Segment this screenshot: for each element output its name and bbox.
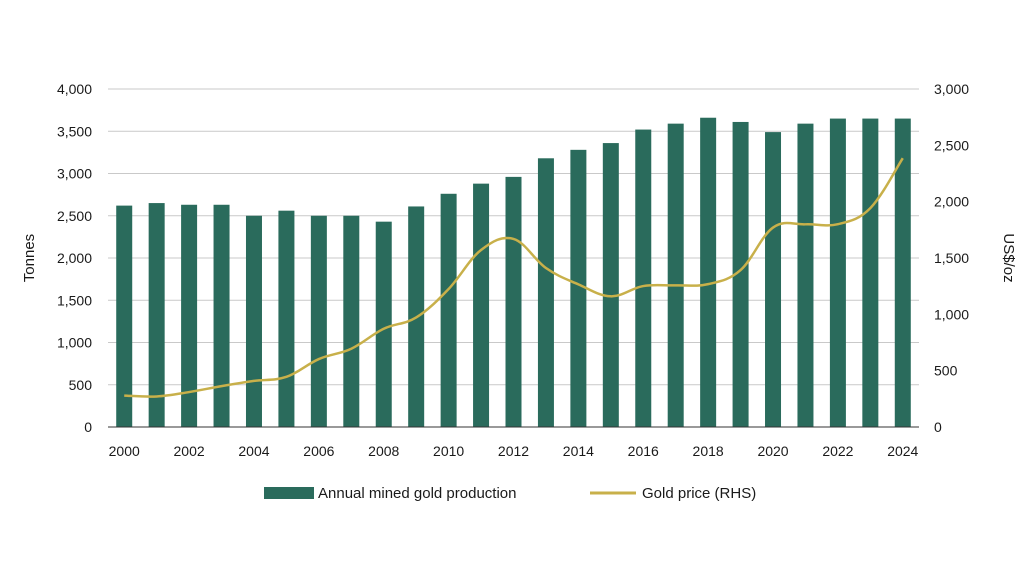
right-tick-label: 3,000 — [934, 81, 969, 97]
x-tick-label: 2000 — [109, 443, 140, 459]
left-tick-label: 2,500 — [57, 208, 92, 224]
left-tick-label: 500 — [69, 377, 93, 393]
production-bar — [602, 143, 619, 427]
production-bar — [473, 183, 490, 427]
production-bar — [765, 132, 782, 427]
legend-swatch-production — [264, 487, 314, 499]
production-bar — [310, 215, 327, 427]
legend-label-production: Annual mined gold production — [318, 485, 516, 502]
right-tick-label: 500 — [934, 363, 958, 379]
production-bar — [375, 221, 392, 427]
x-tick-label: 2018 — [693, 443, 724, 459]
x-tick-label: 2002 — [174, 443, 205, 459]
production-bar — [505, 176, 522, 427]
x-tick-label: 2006 — [303, 443, 334, 459]
x-tick-label: 2012 — [498, 443, 529, 459]
production-bars — [116, 117, 911, 428]
price-line-layer — [124, 157, 904, 398]
production-bar — [343, 215, 360, 427]
right-tick-label: 2,500 — [934, 137, 969, 153]
x-tick-label: 2022 — [822, 443, 853, 459]
production-bar — [635, 129, 652, 427]
legend: Annual mined gold production Gold price … — [264, 485, 756, 502]
production-bar — [181, 204, 198, 427]
right-axis-title: US$/oz — [1000, 233, 1017, 282]
left-tick-label: 0 — [84, 419, 92, 435]
production-bar — [667, 123, 684, 428]
left-tick-label: 2,000 — [57, 250, 92, 266]
gold-price-line — [124, 157, 904, 398]
production-bar — [148, 203, 165, 427]
production-bar — [829, 118, 846, 427]
production-bar — [537, 158, 554, 428]
right-axis-ticks: 0 500 1,000 1,500 2,000 2,500 3,000 — [934, 81, 969, 435]
production-bar — [116, 205, 133, 427]
x-tick-label: 2020 — [757, 443, 788, 459]
production-bar — [245, 215, 262, 427]
right-tick-label: 1,000 — [934, 306, 969, 322]
x-tick-label: 2008 — [368, 443, 399, 459]
production-bar — [278, 210, 295, 427]
production-bar — [213, 204, 230, 427]
production-bar — [862, 118, 879, 427]
right-tick-label: 2,000 — [934, 194, 969, 210]
left-tick-label: 1,000 — [57, 335, 92, 351]
production-bar — [570, 149, 587, 427]
x-tick-label: 2010 — [433, 443, 464, 459]
left-tick-label: 1,500 — [57, 292, 92, 308]
x-tick-label: 2014 — [563, 443, 594, 459]
left-axis-title: Tonnes — [21, 234, 38, 282]
right-tick-label: 0 — [934, 419, 942, 435]
left-tick-label: 3,500 — [57, 123, 92, 139]
x-tick-label: 2004 — [238, 443, 269, 459]
left-tick-label: 4,000 — [57, 81, 92, 97]
production-bar — [700, 117, 717, 427]
x-tick-label: 2024 — [887, 443, 918, 459]
production-bar — [440, 193, 457, 427]
production-bar — [894, 118, 911, 427]
left-tick-label: 3,000 — [57, 166, 92, 182]
production-bar — [797, 123, 814, 428]
left-axis-ticks: 0 500 1,000 1,500 2,000 2,500 3,000 3,500 4,000 — [57, 81, 92, 435]
right-tick-label: 1,500 — [934, 250, 969, 266]
legend-label-price: Gold price (RHS) — [642, 485, 756, 502]
x-tick-label: 2016 — [628, 443, 659, 459]
production-bar — [732, 121, 749, 427]
x-axis-ticks: 2000 2002 2004 2006 2008 2010 2012 2014 2016 2018… — [109, 443, 919, 459]
